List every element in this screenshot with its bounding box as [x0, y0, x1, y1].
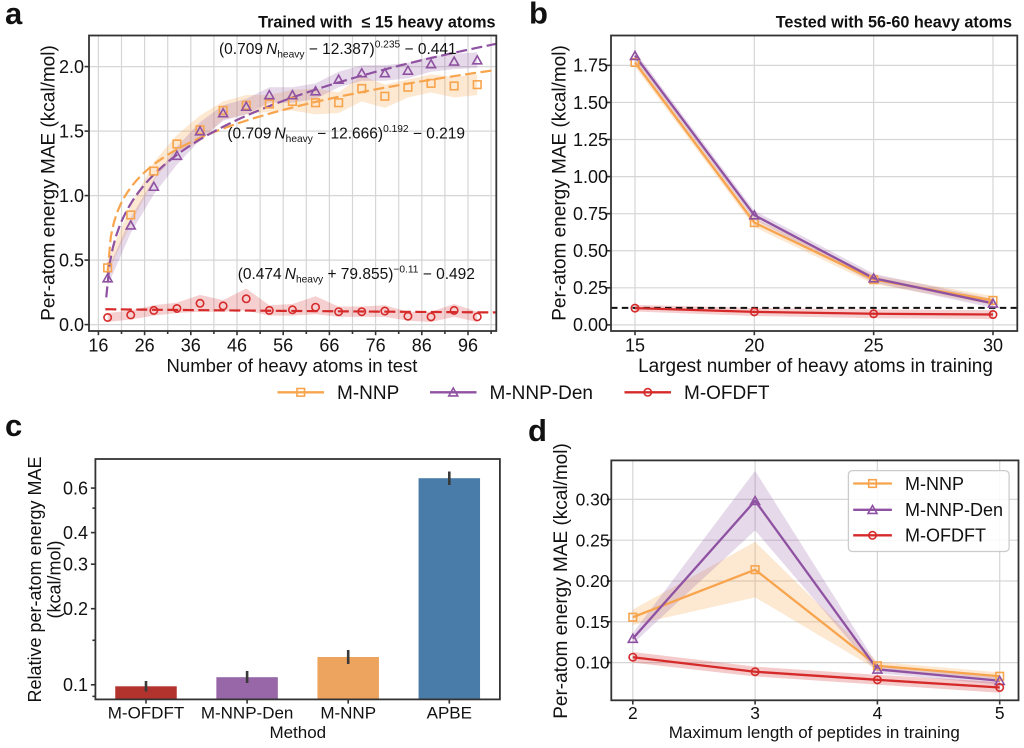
svg-text:20: 20: [744, 336, 764, 356]
svg-text:1.25: 1.25: [573, 130, 608, 150]
svg-text:M-NNP-Den: M-NNP-Den: [201, 703, 294, 722]
svg-text:1.0: 1.0: [59, 186, 84, 206]
svg-text:0.00: 0.00: [573, 315, 608, 335]
svg-text:3: 3: [750, 703, 760, 723]
svg-text:25: 25: [864, 336, 884, 356]
svg-text:M-OFDFT: M-OFDFT: [684, 383, 770, 404]
svg-text:Per-atom energy MAE (kcal/mol): Per-atom energy MAE (kcal/mol): [550, 45, 571, 321]
svg-text:30: 30: [983, 336, 1003, 356]
svg-text:Trained with ≤ 15 heavy atoms: Trained with ≤ 15 heavy atoms: [258, 14, 495, 32]
svg-text:M-NNP: M-NNP: [905, 474, 964, 494]
svg-text:0.0: 0.0: [59, 315, 84, 335]
svg-text:0.25: 0.25: [576, 530, 610, 550]
svg-text:M-NNP: M-NNP: [320, 703, 376, 722]
svg-text:0.20: 0.20: [576, 571, 610, 591]
svg-text:1.50: 1.50: [573, 93, 608, 113]
svg-text:d: d: [528, 413, 547, 448]
svg-text:1.00: 1.00: [573, 167, 608, 187]
svg-text:0.1: 0.1: [63, 675, 88, 695]
svg-text:Number of heavy atoms in test: Number of heavy atoms in test: [167, 355, 418, 376]
svg-text:1.5: 1.5: [59, 121, 84, 141]
svg-text:0.25: 0.25: [573, 278, 608, 298]
svg-text:M-OFDFT: M-OFDFT: [108, 703, 184, 722]
svg-text:15: 15: [625, 336, 645, 356]
svg-text:0.4: 0.4: [63, 523, 88, 543]
svg-text:APBE: APBE: [427, 703, 472, 722]
svg-text:76: 76: [366, 336, 386, 356]
svg-text:56: 56: [273, 336, 293, 356]
svg-text:(0.709 Nheavy − 12.666)0.192 −: (0.709 Nheavy − 12.666)0.192 − 0.219: [227, 124, 465, 145]
svg-text:Largest number of heavy atoms: Largest number of heavy atoms in trainin…: [638, 356, 993, 377]
svg-text:36: 36: [181, 336, 201, 356]
svg-text:(0.474 Nheavy + 79.855)−0.11 −: (0.474 Nheavy + 79.855)−0.11 − 0.492: [238, 265, 475, 286]
svg-text:M-NNP-Den: M-NNP-Den: [905, 500, 1003, 520]
svg-text:26: 26: [135, 336, 155, 356]
svg-text:1.75: 1.75: [573, 56, 608, 76]
svg-text:M-NNP-Den: M-NNP-Den: [490, 383, 593, 404]
svg-text:2: 2: [628, 703, 638, 723]
svg-text:0.15: 0.15: [576, 612, 610, 632]
svg-text:0.5: 0.5: [59, 250, 84, 270]
svg-text:5: 5: [995, 703, 1005, 723]
svg-text:(kcal/mol): (kcal/mol): [45, 540, 65, 618]
svg-text:16: 16: [88, 336, 108, 356]
svg-text:Per-atom energy MAE (kcal/mol): Per-atom energy MAE (kcal/mol): [551, 443, 572, 719]
svg-text:0.3: 0.3: [63, 554, 88, 574]
svg-text:c: c: [5, 408, 22, 443]
svg-text:0.30: 0.30: [576, 490, 610, 510]
svg-text:a: a: [5, 0, 23, 31]
svg-text:M-NNP: M-NNP: [337, 383, 399, 404]
svg-text:86: 86: [412, 336, 432, 356]
svg-text:Method: Method: [269, 723, 326, 742]
svg-text:0.50: 0.50: [573, 241, 608, 261]
svg-text:Tested with 56-60 heavy atoms: Tested with 56-60 heavy atoms: [776, 13, 1012, 31]
svg-text:0.75: 0.75: [573, 204, 608, 224]
svg-text:M-OFDFT: M-OFDFT: [905, 526, 986, 546]
svg-text:96: 96: [458, 336, 478, 356]
svg-text:66: 66: [319, 336, 339, 356]
svg-text:46: 46: [227, 336, 247, 356]
svg-text:b: b: [529, 0, 548, 31]
svg-text:0.2: 0.2: [63, 599, 88, 619]
svg-text:Relative per-atom energy MAE: Relative per-atom energy MAE: [25, 456, 45, 702]
svg-text:Maximum length of peptides in: Maximum length of peptides in training: [669, 723, 960, 742]
svg-text:0.10: 0.10: [576, 653, 610, 673]
svg-text:0.6: 0.6: [63, 478, 88, 498]
svg-text:2.0: 2.0: [59, 57, 84, 77]
svg-text:Per-atom energy MAE (kcal/mol): Per-atom energy MAE (kcal/mol): [39, 45, 60, 321]
svg-text:(0.709 Nheavy − 12.387)0.235 −: (0.709 Nheavy − 12.387)0.235 − 0.441: [219, 39, 457, 60]
svg-text:4: 4: [873, 703, 883, 723]
